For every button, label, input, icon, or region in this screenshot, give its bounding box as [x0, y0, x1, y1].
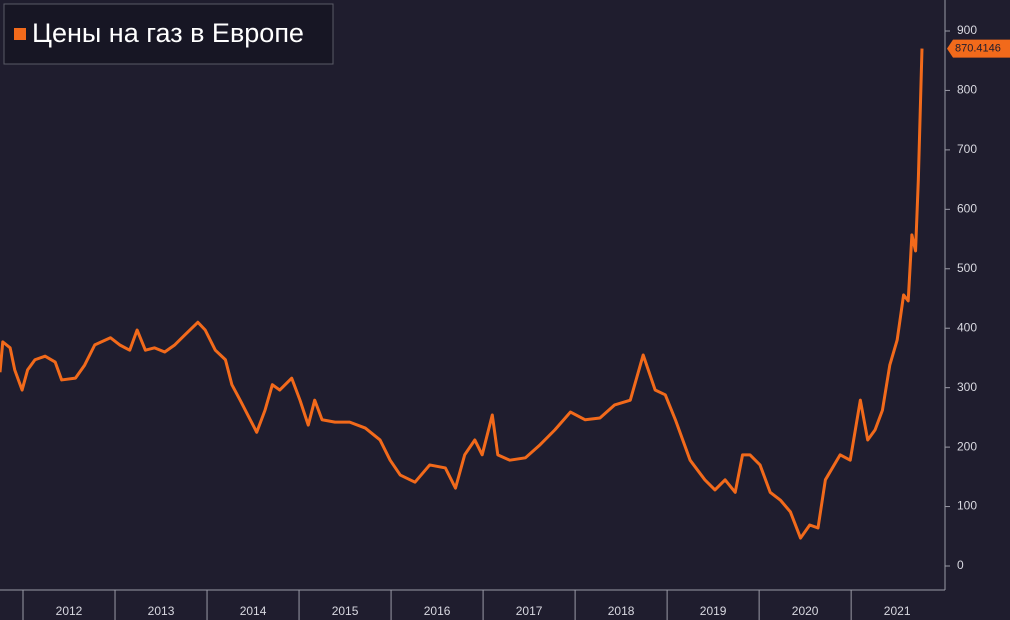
x-tick-label: 2013	[148, 604, 175, 618]
last-value-label: 870.4146	[955, 42, 1001, 54]
x-tick-label: 2019	[700, 604, 727, 618]
x-tick-label: 2015	[332, 604, 359, 618]
x-tick-label: 2021	[884, 604, 911, 618]
y-tick-label: 0	[957, 558, 964, 572]
x-tick-label: 2018	[608, 604, 635, 618]
y-tick-label: 800	[957, 83, 977, 97]
y-tick-label: 300	[957, 380, 977, 394]
y-tick-label: 400	[957, 320, 977, 334]
line	[0, 48, 924, 540]
x-tick-label: 2012	[56, 604, 83, 618]
legend-box	[3, 3, 334, 65]
y-tick-label: 900	[957, 23, 977, 37]
x-tick-label: 2016	[424, 604, 451, 618]
y-tick-label: 100	[957, 499, 977, 513]
y-tick-label: 700	[957, 142, 977, 156]
y-tick-label: 600	[957, 202, 977, 216]
last-value-flag	[947, 39, 1010, 58]
legend-label: Цены на газ в Европе	[32, 18, 304, 48]
y-tick-label: 500	[957, 261, 977, 275]
x-tick-label: 2014	[240, 604, 267, 618]
x-tick-label: 2017	[516, 604, 543, 618]
legend-swatch	[14, 28, 26, 40]
x-tick-label: 2020	[792, 604, 819, 618]
y-tick-label: 200	[957, 439, 977, 453]
